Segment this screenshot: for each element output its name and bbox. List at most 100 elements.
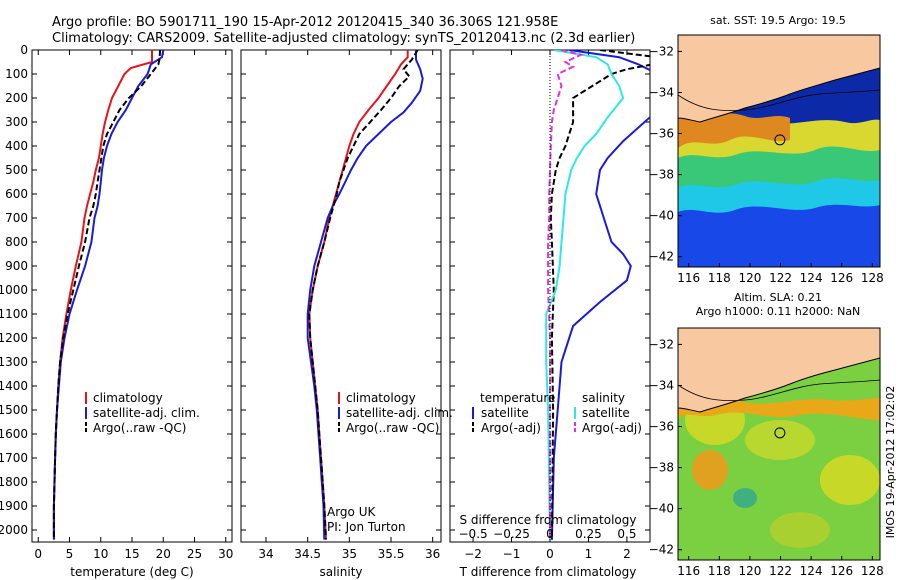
series-line-satellite-adj-clim- [306,50,424,540]
temperature-xlabel: temperature (deg C) [70,565,193,579]
sla-map-subtitle: Argo h1000: 0.11 h2000: NaN [696,305,861,318]
series-line-climatology [52,50,153,540]
sla-map-field [678,328,880,560]
y-tick-label: 600 [5,187,28,201]
y-tick-label: 400 [5,139,28,153]
legend-label-s-argo: Argo(-adj) [582,421,642,435]
sst-map-ticks: 116 118 120 122 124 126 128 −32 −34 −36 −38 −40 −42 [649,44,884,285]
sla-blob [745,420,815,460]
x-tick-label: 36 [425,547,440,561]
y-tick-label: 2000 [0,523,28,537]
sla-map-ticks: 116 118 120 122 124 126 128 −32 −34 −36 −38 −40 −42 [649,337,884,578]
sst-land [678,35,880,123]
legend-label-sat: satellite-adj. clim. [346,406,453,420]
annotation-argo-uk: Argo UK [327,505,376,519]
map-y-tick-label: −40 [649,209,674,223]
map-x-tick-label: 126 [830,564,853,578]
x-tick-label: 0 [34,547,42,561]
map-x-tick-label: 122 [769,271,792,285]
y-tick-label: 900 [5,259,28,273]
salinity-series [306,50,424,540]
map-y-tick-label: −36 [649,420,674,434]
series-line-climatology [308,50,409,540]
sla-cool-blob [733,488,757,508]
series-line-s-satellite [545,50,625,540]
series-line-s-argo-adj- [547,50,584,540]
sla-bathy-contour [678,379,880,402]
map-y-tick-label: −32 [649,44,674,58]
sla-map-title: Altim. SLA: 0.21 [734,291,822,304]
map-x-tick-label: 116 [677,564,700,578]
sst-map-field [678,35,880,267]
map-x-tick-label: 118 [708,271,731,285]
map-y-tick-label: −32 [649,337,674,351]
y-tick-label: 1500 [0,403,28,417]
map-x-tick-label: 120 [738,271,761,285]
x-tick-label: 10 [93,547,108,561]
header-line1: Argo profile: BO 5901711_190 15-Apr-2012… [52,15,558,30]
series-line-argo-raw-qc- [52,50,162,540]
y-tick-label: 500 [5,163,28,177]
annotation-pi: PI: Jon Turton [327,520,406,534]
map-y-tick-label: −42 [649,543,674,557]
y-tick-label: 1600 [0,427,28,441]
x-tick-label: 0 [546,547,554,561]
imos-timestamp: IMOS 19-Apr-2012 17:02:02 [884,386,897,539]
sla-warm-blob [692,450,728,490]
y-tick-label: 300 [5,115,28,129]
legend-label-sat: satellite-adj. clim. [93,406,200,420]
x-tick-label: 35.5 [378,547,405,561]
header-line2: Climatology: CARS2009. Satellite-adjuste… [52,31,635,46]
salinity-axes [240,49,442,543]
map-y-tick-label: −36 [649,127,674,141]
s-tick-label: 0.5 [617,527,636,541]
legend-label-clim: climatology [346,391,416,405]
x-tick-label: 34 [258,547,273,561]
map-x-tick-label: 118 [708,564,731,578]
salinity-ticks: 34 34.5 35 35.5 36 [241,49,441,561]
x-tick-label: 30 [218,547,233,561]
map-x-tick-label: 126 [830,271,853,285]
y-tick-label: 800 [5,235,28,249]
map-y-tick-label: −38 [649,168,674,182]
legend-label-t-argo: Argo(-adj) [481,421,541,435]
legend-label-argo: Argo(..raw -QC) [93,421,186,435]
map-x-tick-label: 122 [769,564,792,578]
x-tick-label: −2 [464,547,482,561]
y-tick-label: 1800 [0,475,28,489]
sst-map-axes [677,34,881,268]
map-x-tick-label: 124 [800,271,823,285]
map-y-tick-label: −38 [649,461,674,475]
y-tick-label: 1200 [0,331,28,345]
x-tick-label: 20 [156,547,171,561]
s-tick-label: 0.25 [575,527,602,541]
salinity-diff-ticks: −0.5 −0.25 0 0.25 0.5 [459,527,637,541]
difference-legend: temperature salinity satellite Argo(-adj… [472,391,642,435]
map-x-tick-label: 128 [861,271,884,285]
difference-xlabel: T difference from climatology [459,565,637,579]
map-x-tick-label: 128 [861,564,884,578]
x-tick-label: 5 [66,547,74,561]
temperature-series [52,50,165,540]
map-y-tick-label: −42 [649,250,674,264]
y-tick-label: 1000 [0,283,28,297]
x-tick-label: 34.5 [294,547,321,561]
map-x-tick-label: 116 [677,271,700,285]
y-tick-label: 1400 [0,379,28,393]
x-tick-label: 2 [623,547,631,561]
x-tick-label: 25 [187,547,202,561]
difference-xlabel2: S difference from climatology [460,513,637,527]
sla-argo-marker [774,427,786,439]
sst-map-title: sat. SST: 19.5 Argo: 19.5 [710,14,846,27]
temperature-legend: climatology satellite-adj. clim. Argo(..… [85,391,200,435]
sla-map-axes [677,327,881,561]
y-tick-label: 1300 [0,355,28,369]
temperature-ticks: 0 5 10 15 20 25 300100200300400500600700800900… [0,43,233,561]
sst-argo-marker [774,134,786,146]
sla-blob [820,455,880,505]
temperature-axes [31,49,233,543]
map-y-tick-label: −34 [649,85,674,99]
x-tick-label: 1 [585,547,593,561]
salinity-xlabel: salinity [319,565,362,579]
